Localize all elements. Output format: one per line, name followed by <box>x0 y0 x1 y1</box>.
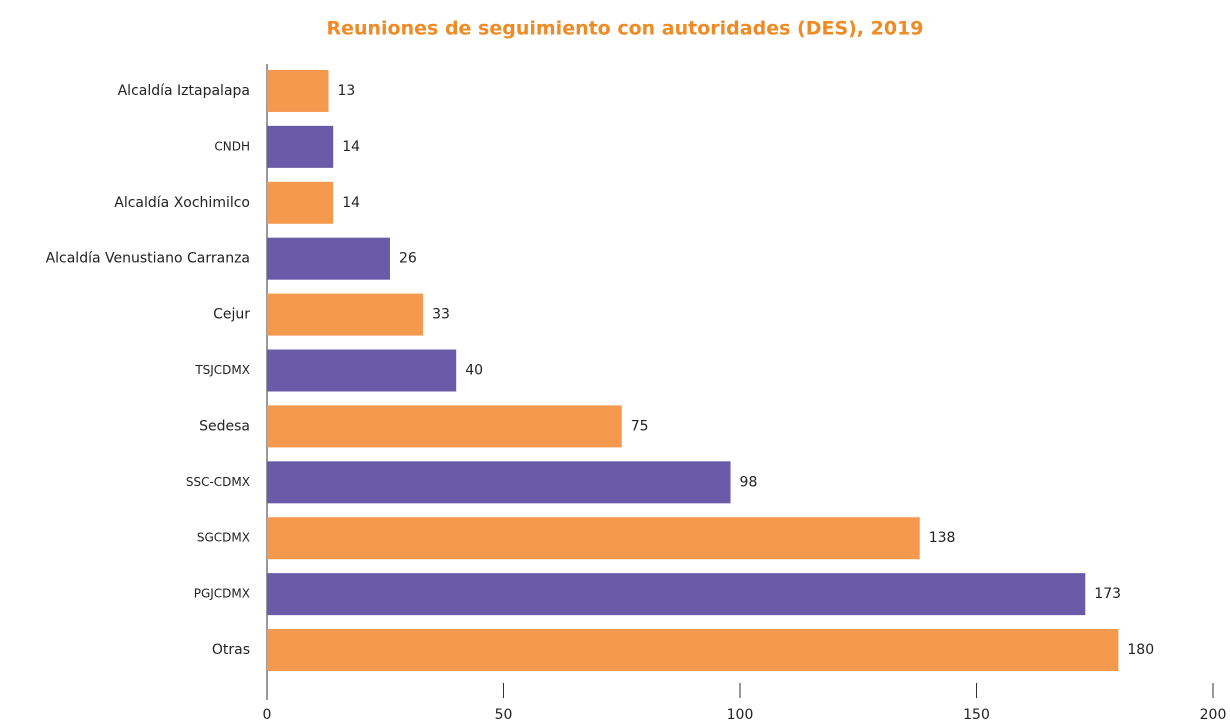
bar <box>267 629 1119 672</box>
value-label: 26 <box>399 251 417 267</box>
value-label: 98 <box>740 474 758 490</box>
x-tick-label: 0 <box>263 707 272 723</box>
bar <box>267 349 457 392</box>
y-tick-label: Alcaldía Iztapalapa <box>118 83 250 99</box>
bar <box>267 573 1086 616</box>
value-label: 40 <box>465 363 483 379</box>
bar <box>267 237 390 280</box>
value-label: 33 <box>432 307 450 323</box>
value-label: 75 <box>631 418 649 434</box>
y-tick-label: Alcaldía Xochimilco <box>114 195 250 211</box>
x-tick-label: 200 <box>1200 707 1227 723</box>
value-label: 180 <box>1127 642 1154 658</box>
bar <box>267 293 424 336</box>
bar <box>267 125 334 168</box>
y-tick-label: Otras <box>212 642 250 658</box>
y-tick-label: TSJCDMX <box>194 363 250 377</box>
y-tick-label: PGJCDMX <box>194 587 250 601</box>
bar <box>267 517 920 560</box>
y-tick-label: SGCDMX <box>197 531 250 545</box>
bar <box>267 69 329 112</box>
x-tick-label: 100 <box>727 707 754 723</box>
value-label: 14 <box>342 139 360 155</box>
value-label: 173 <box>1094 586 1121 602</box>
x-tick-label: 150 <box>963 707 990 723</box>
chart-title: Reuniones de seguimiento con autoridades… <box>326 18 923 40</box>
value-label: 14 <box>342 195 360 211</box>
value-label: 13 <box>337 83 355 99</box>
bar <box>267 461 731 504</box>
value-label: 138 <box>929 530 956 546</box>
bar <box>267 181 334 224</box>
x-tick-label: 50 <box>495 707 513 723</box>
y-tick-label: Sedesa <box>199 418 250 434</box>
bar <box>267 405 622 448</box>
y-tick-label: Cejur <box>213 307 250 323</box>
y-tick-label: SSC-CDMX <box>186 475 250 489</box>
y-tick-label: Alcaldía Venustiano Carranza <box>46 251 250 267</box>
y-tick-label: CNDH <box>214 139 250 153</box>
